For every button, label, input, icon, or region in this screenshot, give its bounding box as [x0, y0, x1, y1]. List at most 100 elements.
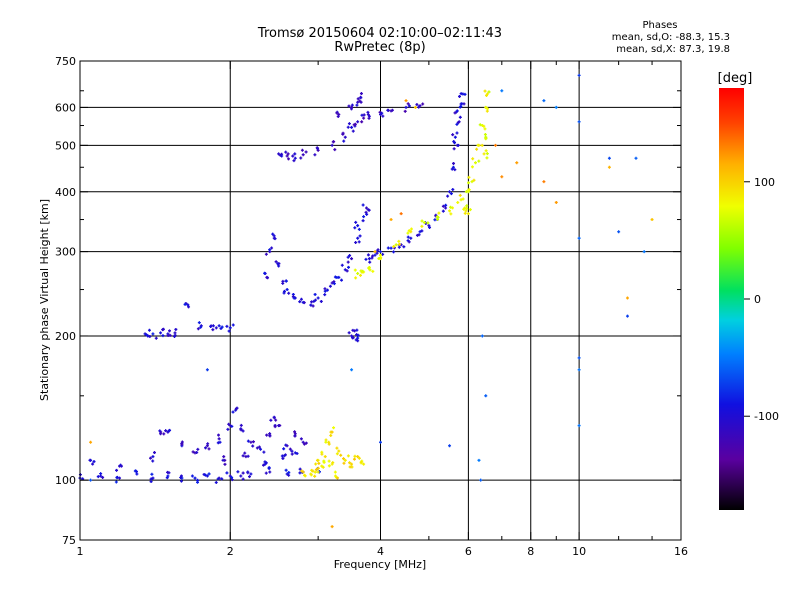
data-point — [367, 266, 371, 270]
data-point — [342, 457, 346, 461]
data-point — [366, 253, 370, 257]
data-point — [257, 445, 261, 449]
data-point — [226, 427, 230, 431]
data-point — [314, 462, 318, 466]
data-point — [415, 233, 419, 237]
data-point — [359, 273, 363, 277]
data-point — [399, 212, 403, 216]
data-point — [211, 328, 215, 332]
data-point — [449, 212, 453, 216]
colorbar — [719, 88, 744, 510]
data-point — [92, 460, 96, 464]
data-point — [327, 459, 331, 463]
data-point — [241, 429, 245, 433]
data-point — [433, 218, 437, 222]
data-point — [418, 230, 422, 234]
data-point — [268, 470, 272, 474]
data-point — [542, 180, 546, 184]
data-point — [335, 452, 339, 456]
data-point — [287, 291, 291, 295]
data-point — [293, 430, 297, 434]
data-point — [158, 429, 162, 433]
data-point — [354, 240, 358, 244]
data-point — [360, 120, 364, 124]
data-point — [333, 275, 337, 279]
data-point — [293, 152, 297, 156]
data-point — [354, 276, 358, 280]
data-point — [341, 132, 345, 136]
phase-statistics: Phases mean, sd,O: -88.3, 15.3 mean, sd,… — [560, 20, 730, 56]
data-point — [343, 268, 347, 272]
data-point — [465, 204, 469, 208]
data-point — [149, 480, 153, 484]
data-point — [272, 234, 276, 238]
data-point — [475, 147, 479, 151]
data-point — [354, 338, 358, 342]
data-point — [466, 212, 470, 216]
y-tick-label: 400 — [55, 186, 76, 199]
data-point — [350, 462, 354, 466]
data-point — [239, 428, 243, 432]
data-point — [625, 296, 629, 300]
data-point — [149, 456, 153, 460]
y-tick-label: 750 — [55, 55, 76, 68]
data-point — [186, 303, 190, 307]
data-point — [479, 478, 483, 482]
data-point — [302, 442, 306, 446]
data-point — [483, 89, 487, 93]
data-point — [465, 207, 469, 211]
data-point — [339, 453, 343, 457]
data-point — [348, 254, 352, 258]
x-tick-label: 6 — [465, 545, 472, 558]
data-point — [458, 94, 462, 98]
data-point — [284, 468, 288, 472]
data-point — [500, 175, 504, 179]
data-point — [441, 204, 445, 208]
data-point — [346, 260, 350, 264]
data-point — [351, 336, 355, 340]
data-point — [220, 477, 224, 481]
data-point — [455, 131, 459, 135]
data-point — [350, 334, 354, 338]
data-point — [222, 455, 226, 459]
data-point — [379, 440, 382, 444]
data-point — [298, 300, 302, 304]
data-point — [285, 288, 289, 292]
data-point — [267, 466, 271, 470]
data-point — [272, 415, 276, 419]
data-point — [154, 336, 158, 340]
data-point — [147, 328, 151, 332]
data-point — [290, 449, 294, 453]
data-point — [274, 260, 278, 264]
data-point — [314, 468, 318, 472]
data-point — [353, 122, 357, 126]
data-point — [348, 465, 352, 469]
data-point — [162, 432, 166, 436]
data-point — [313, 470, 317, 474]
data-point — [406, 235, 410, 239]
colorbar-tick-label: 0 — [754, 293, 761, 306]
x-tick-label: 10 — [572, 545, 586, 558]
y-tick-label: 600 — [55, 101, 76, 114]
data-point — [288, 447, 292, 451]
data-point — [348, 461, 352, 465]
data-point — [317, 461, 321, 465]
data-point — [159, 331, 163, 335]
data-point — [278, 423, 282, 427]
data-point — [577, 424, 581, 428]
data-point — [331, 461, 335, 465]
data-point — [365, 212, 369, 216]
data-point — [298, 467, 302, 471]
data-point — [355, 333, 359, 337]
data-point — [356, 224, 360, 228]
data-point — [286, 152, 290, 156]
data-point — [347, 104, 351, 108]
data-point — [350, 368, 354, 372]
data-point — [316, 147, 320, 151]
data-point — [451, 188, 455, 192]
data-point — [230, 478, 234, 482]
data-point — [417, 105, 421, 109]
data-point — [165, 476, 169, 480]
data-point — [282, 447, 286, 451]
